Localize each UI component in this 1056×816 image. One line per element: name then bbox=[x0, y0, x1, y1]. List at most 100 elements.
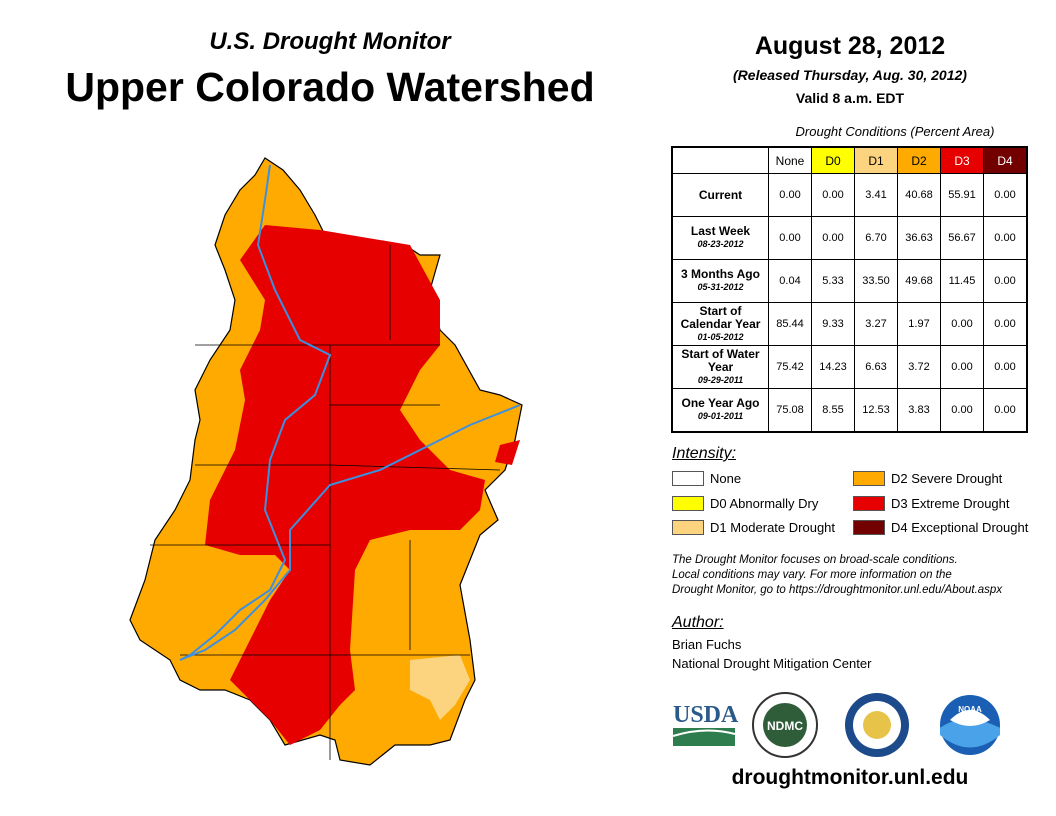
author-name: Brian Fuchs bbox=[672, 637, 742, 652]
table-cell: 3.72 bbox=[897, 345, 941, 389]
author-org: National Drought Mitigation Center bbox=[672, 656, 872, 671]
region-d3-east bbox=[495, 440, 520, 465]
table-caption: Drought Conditions (Percent Area) bbox=[795, 124, 995, 139]
table-cell: 0.00 bbox=[983, 259, 1028, 303]
table-cell: 0.00 bbox=[940, 388, 984, 433]
region-d3 bbox=[205, 225, 485, 745]
legend-swatch bbox=[672, 520, 704, 535]
table-row: Start of Water Year 09-29-2011 75.42 14.23 6… bbox=[671, 345, 1028, 389]
legend-title: Intensity: bbox=[672, 445, 737, 462]
legend-label: D0 Abnormally Dry bbox=[710, 496, 819, 511]
col-none: None bbox=[768, 146, 812, 174]
table-cell: 40.68 bbox=[897, 173, 941, 217]
table-cell: 3.83 bbox=[897, 388, 941, 433]
legend-label: None bbox=[710, 471, 742, 486]
svg-text:NOAA: NOAA bbox=[958, 705, 982, 714]
table-cell: 0.00 bbox=[983, 345, 1028, 389]
legend-swatch bbox=[672, 471, 704, 486]
table-cell: 9.33 bbox=[811, 302, 855, 346]
row-label-text: Start of Water Year bbox=[681, 346, 760, 374]
col-d0: D0 bbox=[811, 146, 855, 174]
watershed-map bbox=[129, 157, 523, 766]
legend-item: D0 Abnormally Dry bbox=[672, 496, 818, 511]
table-cell: 36.63 bbox=[897, 216, 941, 260]
svg-text:NDMC: NDMC bbox=[767, 719, 803, 733]
row-label: Start of Water Year 09-29-2011 bbox=[671, 345, 769, 389]
valid-time: Valid 8 a.m. EDT bbox=[795, 90, 905, 106]
row-label-text: One Year Ago bbox=[681, 396, 760, 410]
table-cell: 0.00 bbox=[768, 216, 812, 260]
table-cell: 5.33 bbox=[811, 259, 855, 303]
table-cell: 55.91 bbox=[940, 173, 984, 217]
table-cell: 0.00 bbox=[940, 345, 984, 389]
table-cell: 0.00 bbox=[983, 173, 1028, 217]
row-label-text: Start of Calendar Year bbox=[680, 303, 761, 331]
row-date: 09-01-2011 bbox=[697, 411, 744, 421]
row-label-text: Current bbox=[698, 187, 743, 202]
table-cell: 0.00 bbox=[811, 173, 855, 217]
table-cell: 14.23 bbox=[811, 345, 855, 389]
drought-conditions-table: None D0 D1 D2 D3 D4 Current 0.00 0.00 3.41 4… bbox=[671, 146, 1028, 433]
table-cell: 75.08 bbox=[768, 388, 812, 433]
legend-swatch bbox=[672, 496, 704, 511]
table-cell: 1.97 bbox=[897, 302, 941, 346]
region-d1 bbox=[410, 655, 470, 720]
ndmc-logo: NDMC bbox=[752, 692, 818, 758]
legend-item: None bbox=[672, 471, 741, 486]
table-row: 3 Months Ago 05-31-2012 0.04 5.33 33.50 49.68… bbox=[671, 259, 1028, 303]
table-cell: 8.55 bbox=[811, 388, 855, 433]
col-d2: D2 bbox=[897, 146, 941, 174]
map-date: August 28, 2012 bbox=[754, 32, 946, 60]
table-row: Last Week 08-23-2012 0.00 0.00 6.70 36.63 56.6… bbox=[671, 216, 1028, 260]
table-cell: 0.00 bbox=[768, 173, 812, 217]
row-date: 09-29-2011 bbox=[697, 374, 744, 385]
partner-logos: USDA NDMC NOAA bbox=[672, 692, 1000, 758]
row-label: Last Week 08-23-2012 bbox=[671, 216, 769, 260]
legend-label: D1 Moderate Drought bbox=[710, 520, 836, 535]
noaa-logo: NOAA bbox=[940, 695, 1000, 755]
note-line: Local conditions may vary. For more info… bbox=[672, 569, 952, 581]
row-label: Current bbox=[671, 173, 769, 217]
legend-swatch bbox=[853, 496, 885, 511]
header-blank bbox=[672, 147, 769, 174]
row-label-text: 3 Months Ago bbox=[681, 267, 760, 281]
note-line: Drought Monitor, go to https://droughtmo… bbox=[672, 584, 1003, 596]
row-label: One Year Ago 09-01-2011 bbox=[671, 388, 769, 433]
table-cell: 3.41 bbox=[854, 173, 898, 217]
note-line: The Drought Monitor focuses on broad-sca… bbox=[672, 554, 958, 566]
county-boundaries bbox=[150, 245, 501, 760]
disclaimer-note: The Drought Monitor focuses on broad-sca… bbox=[672, 553, 1002, 598]
website-url[interactable]: droughtmonitor.unl.edu bbox=[731, 766, 969, 789]
table-cell: 75.42 bbox=[768, 345, 812, 389]
legend-label: D2 Severe Drought bbox=[891, 471, 1003, 486]
commerce-seal-logo bbox=[845, 693, 909, 757]
release-date: (Released Thursday, Aug. 30, 2012) bbox=[733, 67, 967, 83]
table-cell: 3.27 bbox=[854, 302, 898, 346]
row-date: 05-31-2012 bbox=[697, 282, 744, 292]
map-title: Upper Colorado Watershed bbox=[65, 64, 595, 110]
row-label: Start of Calendar Year 01-05-2012 bbox=[671, 302, 769, 346]
usda-logo: USDA bbox=[672, 702, 739, 746]
table-cell: 12.53 bbox=[854, 388, 898, 433]
table-cell: 0.00 bbox=[940, 302, 984, 346]
legend-item: D1 Moderate Drought bbox=[672, 520, 835, 535]
table-cell: 33.50 bbox=[854, 259, 898, 303]
legend-swatch bbox=[853, 520, 885, 535]
table-cell: 0.00 bbox=[983, 216, 1028, 260]
row-date: 08-23-2012 bbox=[697, 239, 744, 249]
legend-label: D3 Extreme Drought bbox=[891, 496, 1010, 511]
legend-label: D4 Exceptional Drought bbox=[891, 520, 1029, 535]
legend-item: D4 Exceptional Drought bbox=[853, 520, 1028, 535]
table-cell: 49.68 bbox=[897, 259, 941, 303]
author-heading: Author: bbox=[672, 614, 724, 631]
table-row: Start of Calendar Year 01-05-2012 85.44 9.3… bbox=[671, 302, 1028, 346]
svg-text:USDA: USDA bbox=[673, 702, 739, 728]
row-label-text: Last Week bbox=[690, 224, 751, 238]
table-cell: 0.00 bbox=[983, 388, 1028, 433]
table-cell: 85.44 bbox=[768, 302, 812, 346]
legend-swatch bbox=[853, 471, 885, 486]
table-cell: 6.63 bbox=[854, 345, 898, 389]
col-d3: D3 bbox=[940, 146, 984, 174]
col-d1: D1 bbox=[854, 146, 898, 174]
